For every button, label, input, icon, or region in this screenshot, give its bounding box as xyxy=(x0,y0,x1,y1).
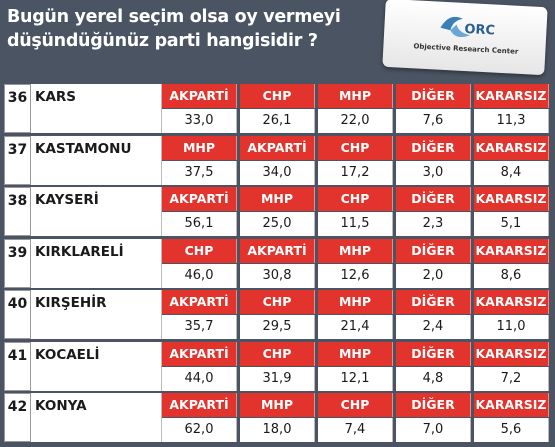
party-label: KARARSIZ xyxy=(474,238,549,263)
party-label: KARARSIZ xyxy=(474,135,549,160)
orc-logo-icon: ORC xyxy=(440,16,495,39)
party-label: AKPARTİ xyxy=(162,393,237,417)
table-row: 36 KARS AKPARTİ 33,0 CHP 26,1 MHP 22,0 DİĞER 7,6 K… xyxy=(4,84,551,135)
party-label: MHP xyxy=(318,290,393,314)
orc-logo: ORC Objective Research Center xyxy=(382,0,548,76)
vote-value: 56,1 xyxy=(162,212,237,236)
city-name: KIRŞEHİR xyxy=(31,290,162,339)
table-row: 40 KIRŞEHİR AKPARTİ 35,7 CHP 29,5 MHP 21,4 DİĞER… xyxy=(4,290,551,341)
party-label: CHP xyxy=(240,84,315,108)
vote-value: 25,0 xyxy=(240,212,315,236)
vote-value: 7,0 xyxy=(396,418,471,442)
city-name: KIRKLARELİ xyxy=(31,238,162,288)
vote-value: 7,2 xyxy=(474,366,549,391)
party-label: CHP xyxy=(318,187,393,211)
party-label: KARARSIZ xyxy=(474,187,549,211)
vote-value: 5,6 xyxy=(474,418,549,442)
vote-value: 2,3 xyxy=(396,212,471,236)
party-label: MHP xyxy=(318,238,393,263)
vote-value: 7,4 xyxy=(318,418,393,442)
vote-value: 37,5 xyxy=(162,160,237,185)
svg-text:ORC: ORC xyxy=(464,22,495,39)
vote-value: 8,6 xyxy=(474,263,549,288)
party-label: CHP xyxy=(240,290,315,314)
vote-value: 26,1 xyxy=(240,109,315,133)
vote-value: 2,4 xyxy=(396,315,471,339)
vote-value: 31,9 xyxy=(240,366,315,391)
row-number: 40 xyxy=(4,290,31,339)
party-label: KARARSIZ xyxy=(474,393,549,417)
title-line-2: düşündüğünüz parti hangisidir ? xyxy=(7,31,318,51)
row-number: 41 xyxy=(4,341,31,391)
party-label: AKPARTİ xyxy=(162,187,237,211)
table-row: 41 KOCAELİ AKPARTİ 44,0 CHP 31,9 MHP 12,1 DİĞER 4… xyxy=(4,341,551,393)
vote-value: 11,3 xyxy=(474,109,549,133)
vote-value: 2,0 xyxy=(396,263,471,288)
vote-value: 22,0 xyxy=(318,109,393,133)
party-label: DİĞER xyxy=(396,187,471,211)
vote-value: 7,6 xyxy=(396,109,471,133)
vote-value: 3,0 xyxy=(396,160,471,185)
vote-value: 29,5 xyxy=(240,315,315,339)
row-number: 36 xyxy=(4,84,31,133)
vote-value: 35,7 xyxy=(162,315,237,339)
party-label: MHP xyxy=(162,135,237,160)
party-label: AKPARTİ xyxy=(162,290,237,314)
vote-value: 30,8 xyxy=(240,263,315,288)
row-number: 38 xyxy=(4,187,31,236)
vote-value: 17,2 xyxy=(318,160,393,185)
vote-value: 12,6 xyxy=(318,263,393,288)
party-label: CHP xyxy=(240,341,315,366)
vote-value: 21,4 xyxy=(318,315,393,339)
vote-value: 62,0 xyxy=(162,418,237,442)
results-table: 36 KARS AKPARTİ 33,0 CHP 26,1 MHP 22,0 DİĞER 7,6 K… xyxy=(4,84,551,445)
vote-value: 4,8 xyxy=(396,366,471,391)
party-label: DİĞER xyxy=(396,341,471,366)
vote-value: 11,5 xyxy=(318,212,393,236)
row-number: 39 xyxy=(4,238,31,288)
party-label: MHP xyxy=(240,187,315,211)
vote-value: 33,0 xyxy=(162,109,237,133)
party-label: KARARSIZ xyxy=(474,84,549,108)
city-name: KONYA xyxy=(31,393,162,442)
party-label: DİĞER xyxy=(396,135,471,160)
party-label: DİĞER xyxy=(396,393,471,417)
row-number: 42 xyxy=(4,393,31,442)
vote-value: 8,4 xyxy=(474,160,549,185)
party-label: MHP xyxy=(318,341,393,366)
party-label: AKPARTİ xyxy=(240,238,315,263)
party-label: AKPARTİ xyxy=(162,341,237,366)
table-row: 38 KAYSERİ AKPARTİ 56,1 MHP 25,0 CHP 11,5 DİĞER 2… xyxy=(4,187,551,238)
city-name: KOCAELİ xyxy=(31,341,162,391)
city-name: KARS xyxy=(31,84,162,133)
party-label: CHP xyxy=(162,238,237,263)
table-row: 39 KIRKLARELİ CHP 46,0 AKPARTİ 30,8 MHP 12,6 DİĞ… xyxy=(4,238,551,290)
table-row: 37 KASTAMONU MHP 37,5 AKPARTİ 34,0 CHP 17,2 DİĞE… xyxy=(4,135,551,187)
table-row: 42 KONYA AKPARTİ 62,0 MHP 18,0 CHP 7,4 DİĞER 7,0 K… xyxy=(4,393,551,444)
title-line-1: Bugün yerel seçim olsa oy vermeyi xyxy=(7,7,341,27)
row-number: 37 xyxy=(4,135,31,185)
vote-value: 5,1 xyxy=(474,212,549,236)
party-label: KARARSIZ xyxy=(474,290,549,314)
party-label: AKPARTİ xyxy=(162,84,237,108)
city-name: KASTAMONU xyxy=(31,135,162,185)
party-label: MHP xyxy=(318,84,393,108)
party-label: CHP xyxy=(318,393,393,417)
vote-value: 11,0 xyxy=(474,315,549,339)
vote-value: 18,0 xyxy=(240,418,315,442)
vote-value: 44,0 xyxy=(162,366,237,391)
vote-value: 34,0 xyxy=(240,160,315,185)
page-title: Bugün yerel seçim olsa oy vermeyi düşünd… xyxy=(7,5,341,53)
logo-text: Objective Research Center xyxy=(413,42,519,56)
party-label: DİĞER xyxy=(396,84,471,108)
party-label: AKPARTİ xyxy=(240,135,315,160)
party-label: DİĞER xyxy=(396,290,471,314)
city-name: KAYSERİ xyxy=(31,187,162,236)
party-label: MHP xyxy=(240,393,315,417)
party-label: KARARSIZ xyxy=(474,341,549,366)
party-label: CHP xyxy=(318,135,393,160)
party-label: DİĞER xyxy=(396,238,471,263)
vote-value: 12,1 xyxy=(318,366,393,391)
vote-value: 46,0 xyxy=(162,263,237,288)
